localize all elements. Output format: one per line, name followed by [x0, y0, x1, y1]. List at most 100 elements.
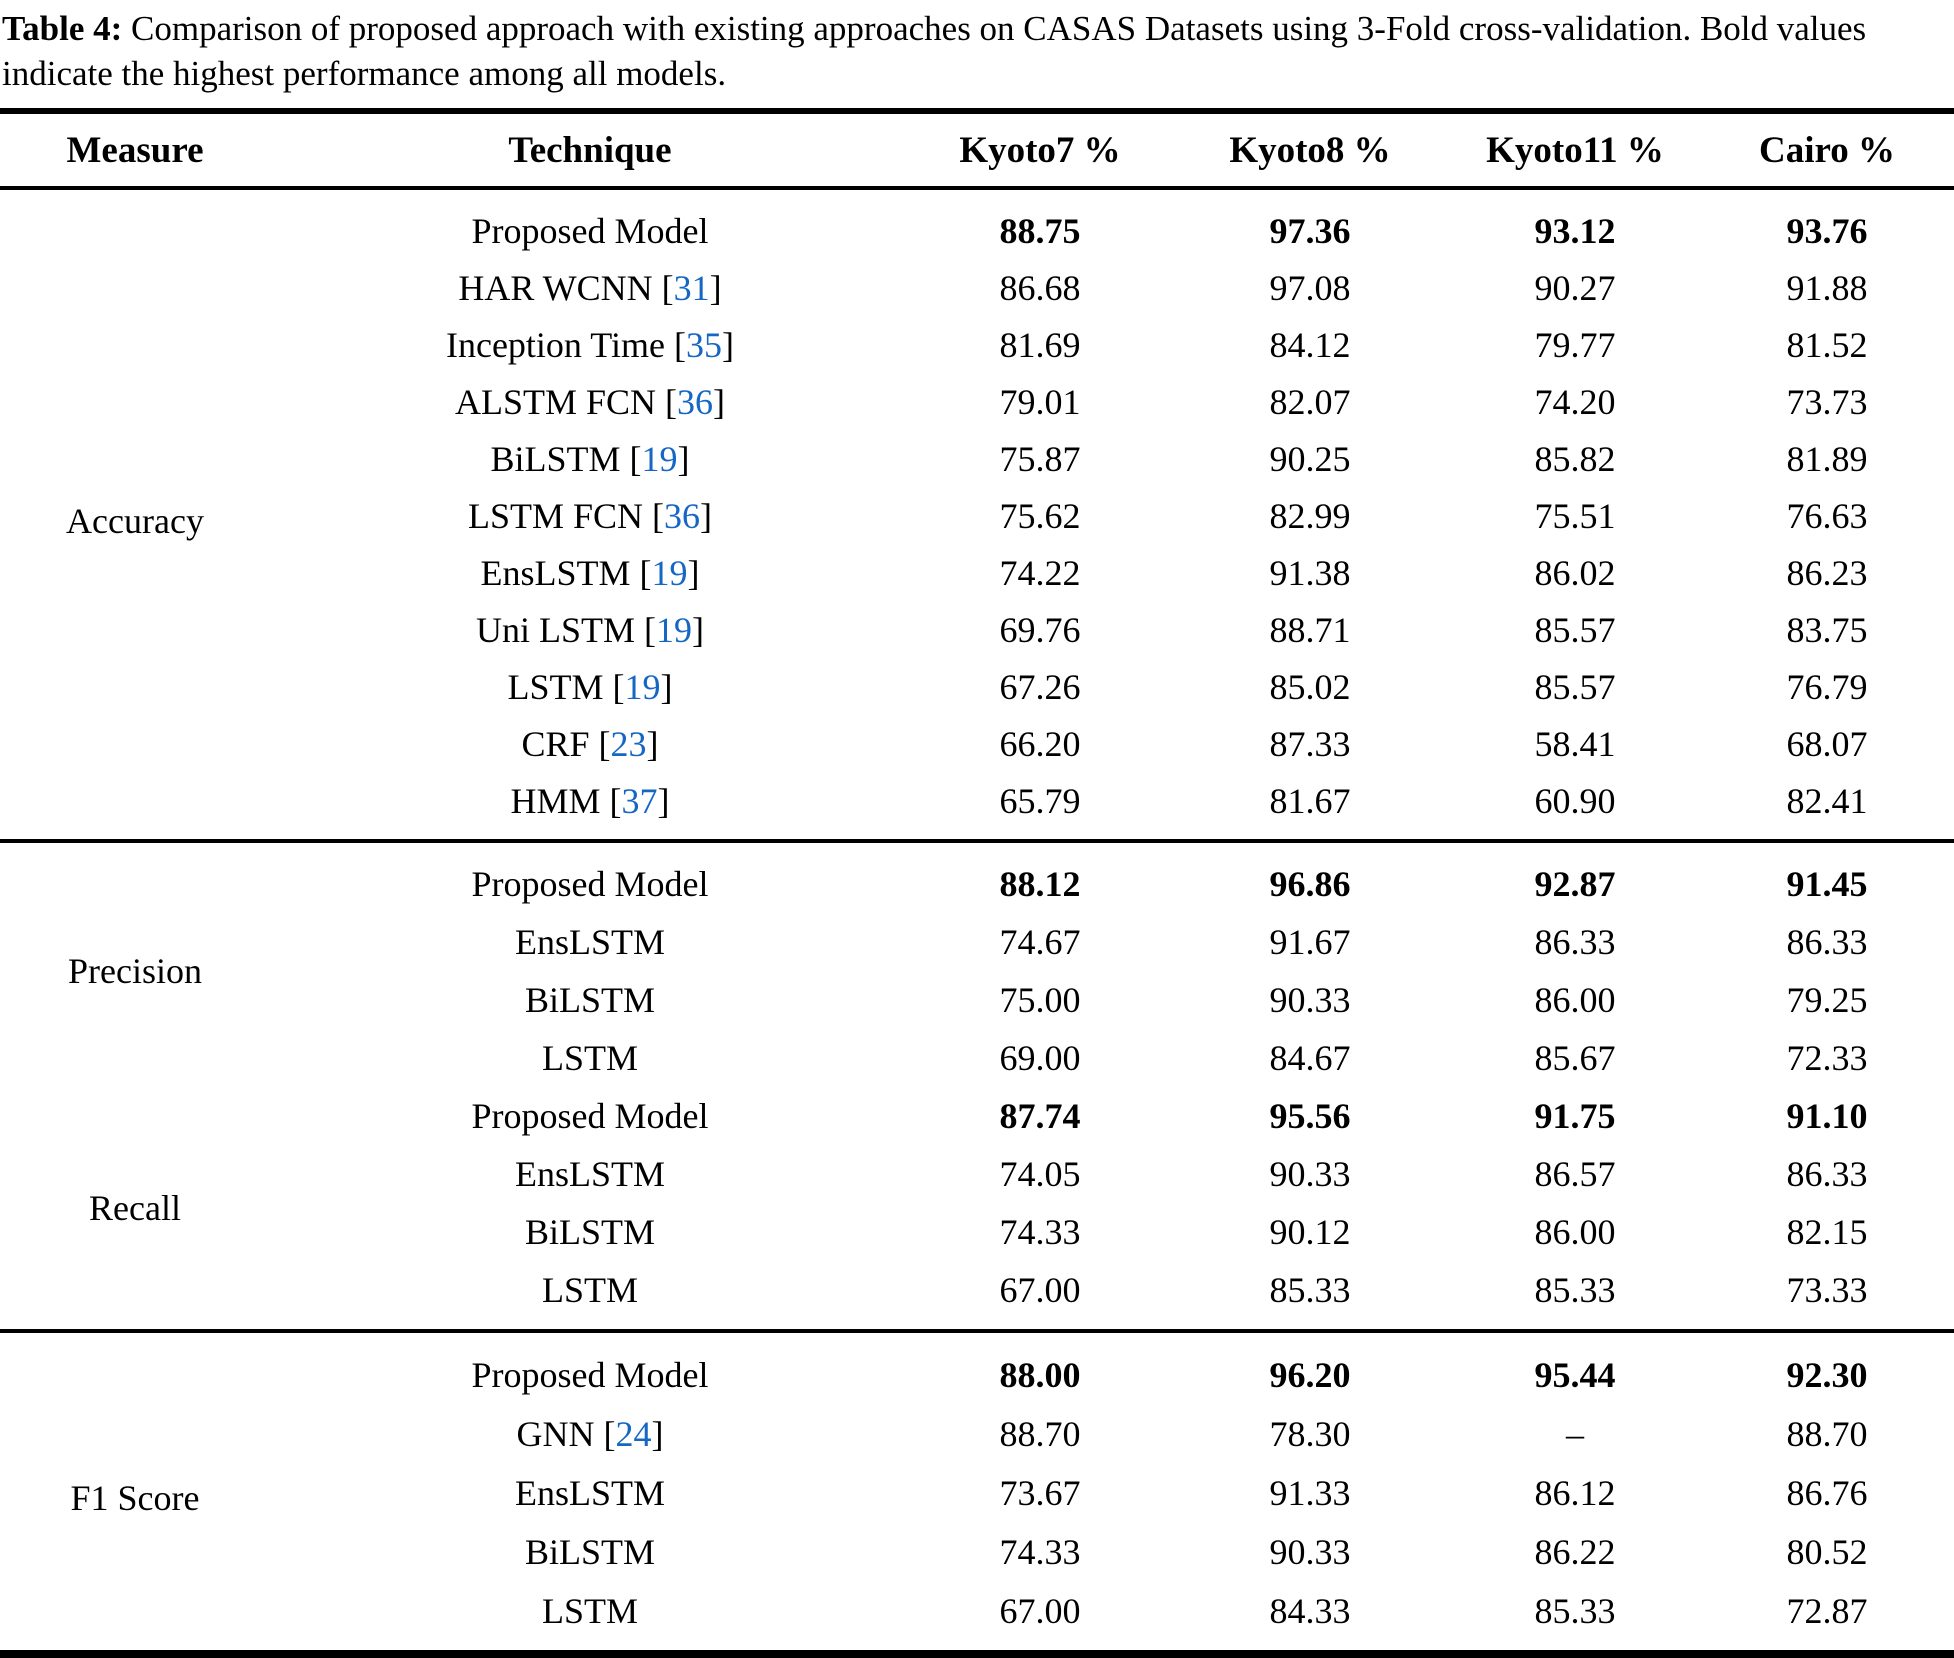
table-row: F1 Score Proposed Model 88.00 96.20 95.44 92.…: [0, 1331, 1954, 1518]
value-cell: 84.67: [1269, 1038, 1351, 1078]
table-row: Recall Proposed Model 87.74 95.56 91.75 91.10: [0, 1087, 1954, 1228]
technique-label: LSTM FCN: [467, 495, 644, 536]
value-cell: 83.75: [1786, 609, 1868, 650]
value-cell: 85.57: [1534, 666, 1616, 707]
citation-bracket-open: [: [665, 381, 678, 422]
value-cell: 97.08: [1269, 267, 1351, 308]
citation-link[interactable]: 35: [686, 324, 722, 365]
citation-link[interactable]: 23: [610, 723, 647, 764]
value-cell: 67.00: [999, 1590, 1081, 1631]
technique-cell: HMM [37]: [270, 772, 910, 841]
technique-cell: Proposed Model: [270, 188, 910, 259]
citation-bracket-close: ]: [713, 381, 726, 422]
value-cell: 85.33: [1534, 1590, 1616, 1631]
value-cell: 72.33: [1786, 1038, 1868, 1078]
table-row: HAR WCNN [31] 86.68 97.08 90.27 91.88: [0, 259, 1954, 316]
value-cell: 74.33: [999, 1212, 1081, 1252]
citation-bracket-open: [: [661, 267, 674, 308]
citation-bracket-open: [: [612, 666, 625, 707]
citation-link[interactable]: 36: [677, 381, 714, 422]
citation-link[interactable]: 31: [673, 267, 710, 308]
technique-label: GNN: [516, 1413, 595, 1454]
citation-link[interactable]: 37: [621, 780, 658, 821]
technique-label: CRF: [521, 723, 590, 764]
citation-link[interactable]: 19: [624, 666, 661, 707]
value-cell: 81.67: [1269, 780, 1351, 821]
value-cell: 58.41: [1534, 723, 1616, 764]
technique-cell: CRF [23]: [270, 715, 910, 772]
technique-label: HAR WCNN: [458, 267, 653, 308]
value-cell: 97.36: [1269, 210, 1351, 251]
value-cell: 79.77: [1534, 324, 1616, 365]
citation-bracket-close: ]: [660, 666, 673, 707]
technique-label: EnsLSTM: [514, 1154, 665, 1194]
value-cell: 79.01: [999, 381, 1081, 422]
value-cell: 67.00: [999, 1270, 1081, 1310]
value-cell: 90.12: [1269, 1212, 1351, 1252]
value-cell: 86.57: [1534, 1154, 1616, 1194]
value-cell: –: [1566, 1413, 1584, 1454]
value-cell: 91.75: [1534, 1096, 1616, 1136]
technique-cell: LSTM FCN [36]: [270, 487, 910, 544]
value-cell: 66.20: [999, 723, 1081, 764]
citation-link[interactable]: 19: [651, 552, 688, 593]
citation-link[interactable]: 24: [615, 1413, 652, 1454]
technique-label: Proposed Model: [471, 864, 709, 904]
value-cell: 78.30: [1269, 1413, 1351, 1454]
value-cell: 95.44: [1534, 1354, 1616, 1395]
citation-link[interactable]: 19: [641, 438, 678, 479]
value-cell: 74.05: [999, 1154, 1081, 1194]
technique-cell: EnsLSTM: [270, 1463, 910, 1522]
citation-bracket-close: ]: [657, 780, 670, 821]
value-cell: 86.33: [1786, 922, 1868, 962]
citation-bracket-close: ]: [709, 267, 722, 308]
citation-bracket-open: [: [598, 723, 611, 764]
citation-bracket-open: [: [639, 552, 652, 593]
table-row: HMM [37] 65.79 81.67 60.90 82.41: [0, 772, 1954, 841]
table-row: Precision Proposed Model 88.12 96.86 92.87 91…: [0, 841, 1954, 991]
value-cell: 90.33: [1269, 980, 1351, 1020]
table-row: Uni LSTM [19] 69.76 88.71 85.57 83.75: [0, 601, 1954, 658]
value-cell: 91.33: [1269, 1472, 1351, 1513]
technique-cell: BiLSTM: [270, 971, 910, 1029]
table-row: LSTM 67.00 85.33 85.33 73.33: [0, 1261, 1954, 1331]
header-kyoto11: Kyoto11 %: [1486, 129, 1664, 171]
value-cell: 90.33: [1269, 1154, 1351, 1194]
citation-bracket-close: ]: [646, 723, 659, 764]
value-cell: 73.67: [999, 1472, 1081, 1513]
value-cell: 86.68: [999, 267, 1081, 308]
technique-label: LSTM: [541, 1270, 638, 1310]
technique-label: HMM: [510, 780, 601, 821]
value-cell: 73.33: [1786, 1270, 1868, 1310]
table-row: EnsLSTM 74.05 90.33 86.57 86.33: [0, 1145, 1954, 1203]
value-cell: 91.10: [1786, 1096, 1868, 1136]
citation-bracket-close: ]: [700, 495, 713, 536]
value-cell: 92.30: [1786, 1354, 1868, 1395]
technique-label: EnsLSTM: [514, 922, 665, 962]
technique-label: Proposed Model: [471, 1096, 709, 1136]
citation-bracket-open: [: [629, 438, 642, 479]
table-row: BiLSTM 75.00 90.33 86.00 79.25: [0, 971, 1954, 1029]
table-row: BiLSTM 74.33 90.33 86.22 80.52: [0, 1522, 1954, 1581]
header-technique: Technique: [508, 129, 672, 171]
section-f1-score: F1 Score Proposed Model 88.00 96.20 95.44 92.…: [0, 1331, 1954, 1654]
citation-link[interactable]: 19: [656, 609, 692, 650]
technique-cell: EnsLSTM: [270, 1145, 910, 1203]
technique-cell: BiLSTM: [270, 1203, 910, 1261]
value-cell: 85.33: [1269, 1270, 1351, 1310]
value-cell: 91.88: [1786, 267, 1868, 308]
value-cell: 84.12: [1269, 324, 1351, 365]
value-cell: 65.79: [999, 780, 1081, 821]
table-row: EnsLSTM 73.67 91.33 86.12 86.76: [0, 1463, 1954, 1522]
value-cell: 84.33: [1269, 1590, 1351, 1631]
citation-bracket-open: [: [644, 609, 656, 650]
technique-cell: BiLSTM [19]: [270, 430, 910, 487]
technique-label: Proposed Model: [471, 1354, 709, 1395]
value-cell: 81.52: [1786, 324, 1868, 365]
table-caption: Table 4: Comparison of proposed approach…: [0, 0, 1954, 96]
header-kyoto8: Kyoto8 %: [1229, 129, 1391, 171]
citation-link[interactable]: 36: [664, 495, 701, 536]
measure-cell: Accuracy: [66, 500, 204, 541]
technique-label: Proposed Model: [471, 210, 709, 251]
value-cell: 90.27: [1534, 267, 1616, 308]
